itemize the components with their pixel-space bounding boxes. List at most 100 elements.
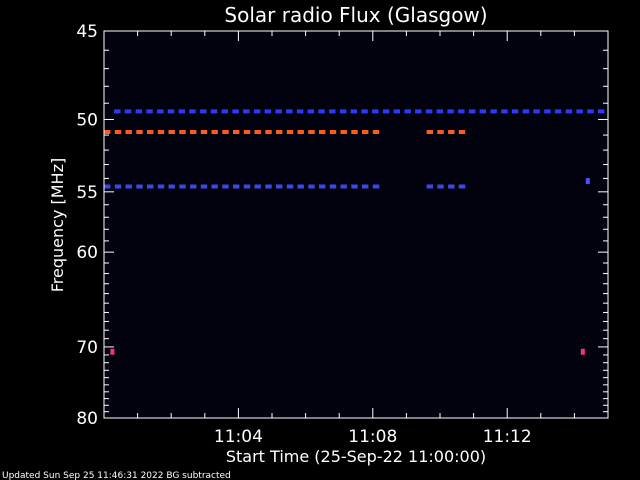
band-segment <box>362 184 369 189</box>
band-segment <box>329 130 337 134</box>
band-segment <box>362 130 369 134</box>
band-segment <box>319 184 326 189</box>
y-tick-label: 45 <box>76 22 98 42</box>
band-segment <box>393 109 400 114</box>
band-segment <box>458 184 466 189</box>
band-segment <box>200 109 207 114</box>
y-axis-title: Frequency [MHz] <box>48 158 67 292</box>
emission-spot <box>110 348 115 355</box>
band-segment <box>382 109 390 114</box>
band-segment <box>211 184 218 189</box>
x-tick-label: 11:04 <box>214 427 263 447</box>
chart-title: Solar radio Flux (Glasgow) <box>224 3 487 27</box>
band-segment <box>222 130 229 134</box>
band-segment <box>276 130 283 134</box>
band-segment <box>243 130 251 134</box>
band-segment <box>565 109 573 114</box>
band-segment <box>157 184 165 189</box>
band-segment <box>490 109 497 114</box>
y-tick-label: 55 <box>76 183 98 203</box>
band-segment <box>232 109 239 114</box>
band-segment <box>415 109 422 114</box>
band-segment <box>576 109 583 114</box>
band-segment <box>426 130 433 134</box>
band-segment <box>253 109 261 114</box>
x-axis: 11:04 11:08 11:12 <box>137 31 575 447</box>
band-segment <box>448 184 455 189</box>
plot-background <box>104 31 608 418</box>
band-segment <box>200 184 208 189</box>
band-segment <box>426 184 433 189</box>
x-tick-label: 11:12 <box>483 427 532 447</box>
band-segment <box>329 184 337 189</box>
emission-spot <box>580 348 585 355</box>
band-segment <box>372 184 380 189</box>
band-segment <box>458 109 465 114</box>
footer-status: Updated Sun Sep 25 11:46:31 2022 BG subt… <box>2 471 231 480</box>
band-segment <box>125 184 132 189</box>
band-segment <box>587 109 594 114</box>
band-segment <box>265 184 272 189</box>
band-segment <box>286 109 293 114</box>
band-segment <box>147 184 154 189</box>
band-segment <box>468 109 476 114</box>
band-segment <box>167 109 175 114</box>
band-segment <box>448 130 455 134</box>
band-segment <box>522 109 530 114</box>
band-segment <box>221 109 228 114</box>
band-segment <box>190 130 197 134</box>
band-segment <box>296 109 304 114</box>
band-segment <box>114 109 121 114</box>
band-segment <box>124 109 132 114</box>
band-segment <box>125 130 132 134</box>
band-segment <box>265 130 272 134</box>
band-segment <box>114 184 122 189</box>
band-segment <box>308 184 315 189</box>
band-segment <box>200 130 208 134</box>
band-segment <box>307 109 314 114</box>
band-segment <box>189 109 196 114</box>
band-segment <box>339 109 347 114</box>
band-segment <box>511 109 519 114</box>
band-segment <box>308 130 315 134</box>
band-segment <box>104 130 111 134</box>
band-segment <box>544 109 551 114</box>
y-tick-label: 70 <box>76 338 98 358</box>
band-segment <box>222 184 229 189</box>
emission-spot <box>585 178 590 185</box>
band-segment <box>329 109 336 114</box>
band-segment <box>104 184 111 189</box>
x-tick-label: 11:08 <box>348 427 397 447</box>
band-segment <box>254 184 261 189</box>
x-axis-title: Start Time (25-Sep-22 11:00:00) <box>226 447 486 466</box>
band-segment <box>501 109 508 114</box>
band-segment <box>597 109 605 114</box>
band-segment <box>243 184 251 189</box>
band-segment <box>286 130 294 134</box>
band-segment <box>211 130 218 134</box>
band-segment <box>447 109 454 114</box>
y-tick-label: 50 <box>76 110 98 130</box>
plot-frame <box>103 30 609 419</box>
band-segment <box>319 130 326 134</box>
band-segment <box>372 109 379 114</box>
band-segment <box>286 184 294 189</box>
plot-area <box>103 30 609 419</box>
band-segment <box>351 184 358 189</box>
band-segment <box>425 109 433 114</box>
band-segment <box>436 109 443 114</box>
band-segment <box>157 130 165 134</box>
band-segment <box>168 130 175 134</box>
band-segment <box>340 184 347 189</box>
band-segment <box>146 109 153 114</box>
band-segment <box>318 109 325 114</box>
band-segment <box>350 109 357 114</box>
band-segment <box>233 184 240 189</box>
band-segment <box>361 109 368 114</box>
band-segment <box>297 130 304 134</box>
band-segment <box>372 130 380 134</box>
band-segment <box>147 130 154 134</box>
band-segment <box>136 130 143 134</box>
band-segment <box>276 184 283 189</box>
y-tick-label: 60 <box>76 243 98 263</box>
